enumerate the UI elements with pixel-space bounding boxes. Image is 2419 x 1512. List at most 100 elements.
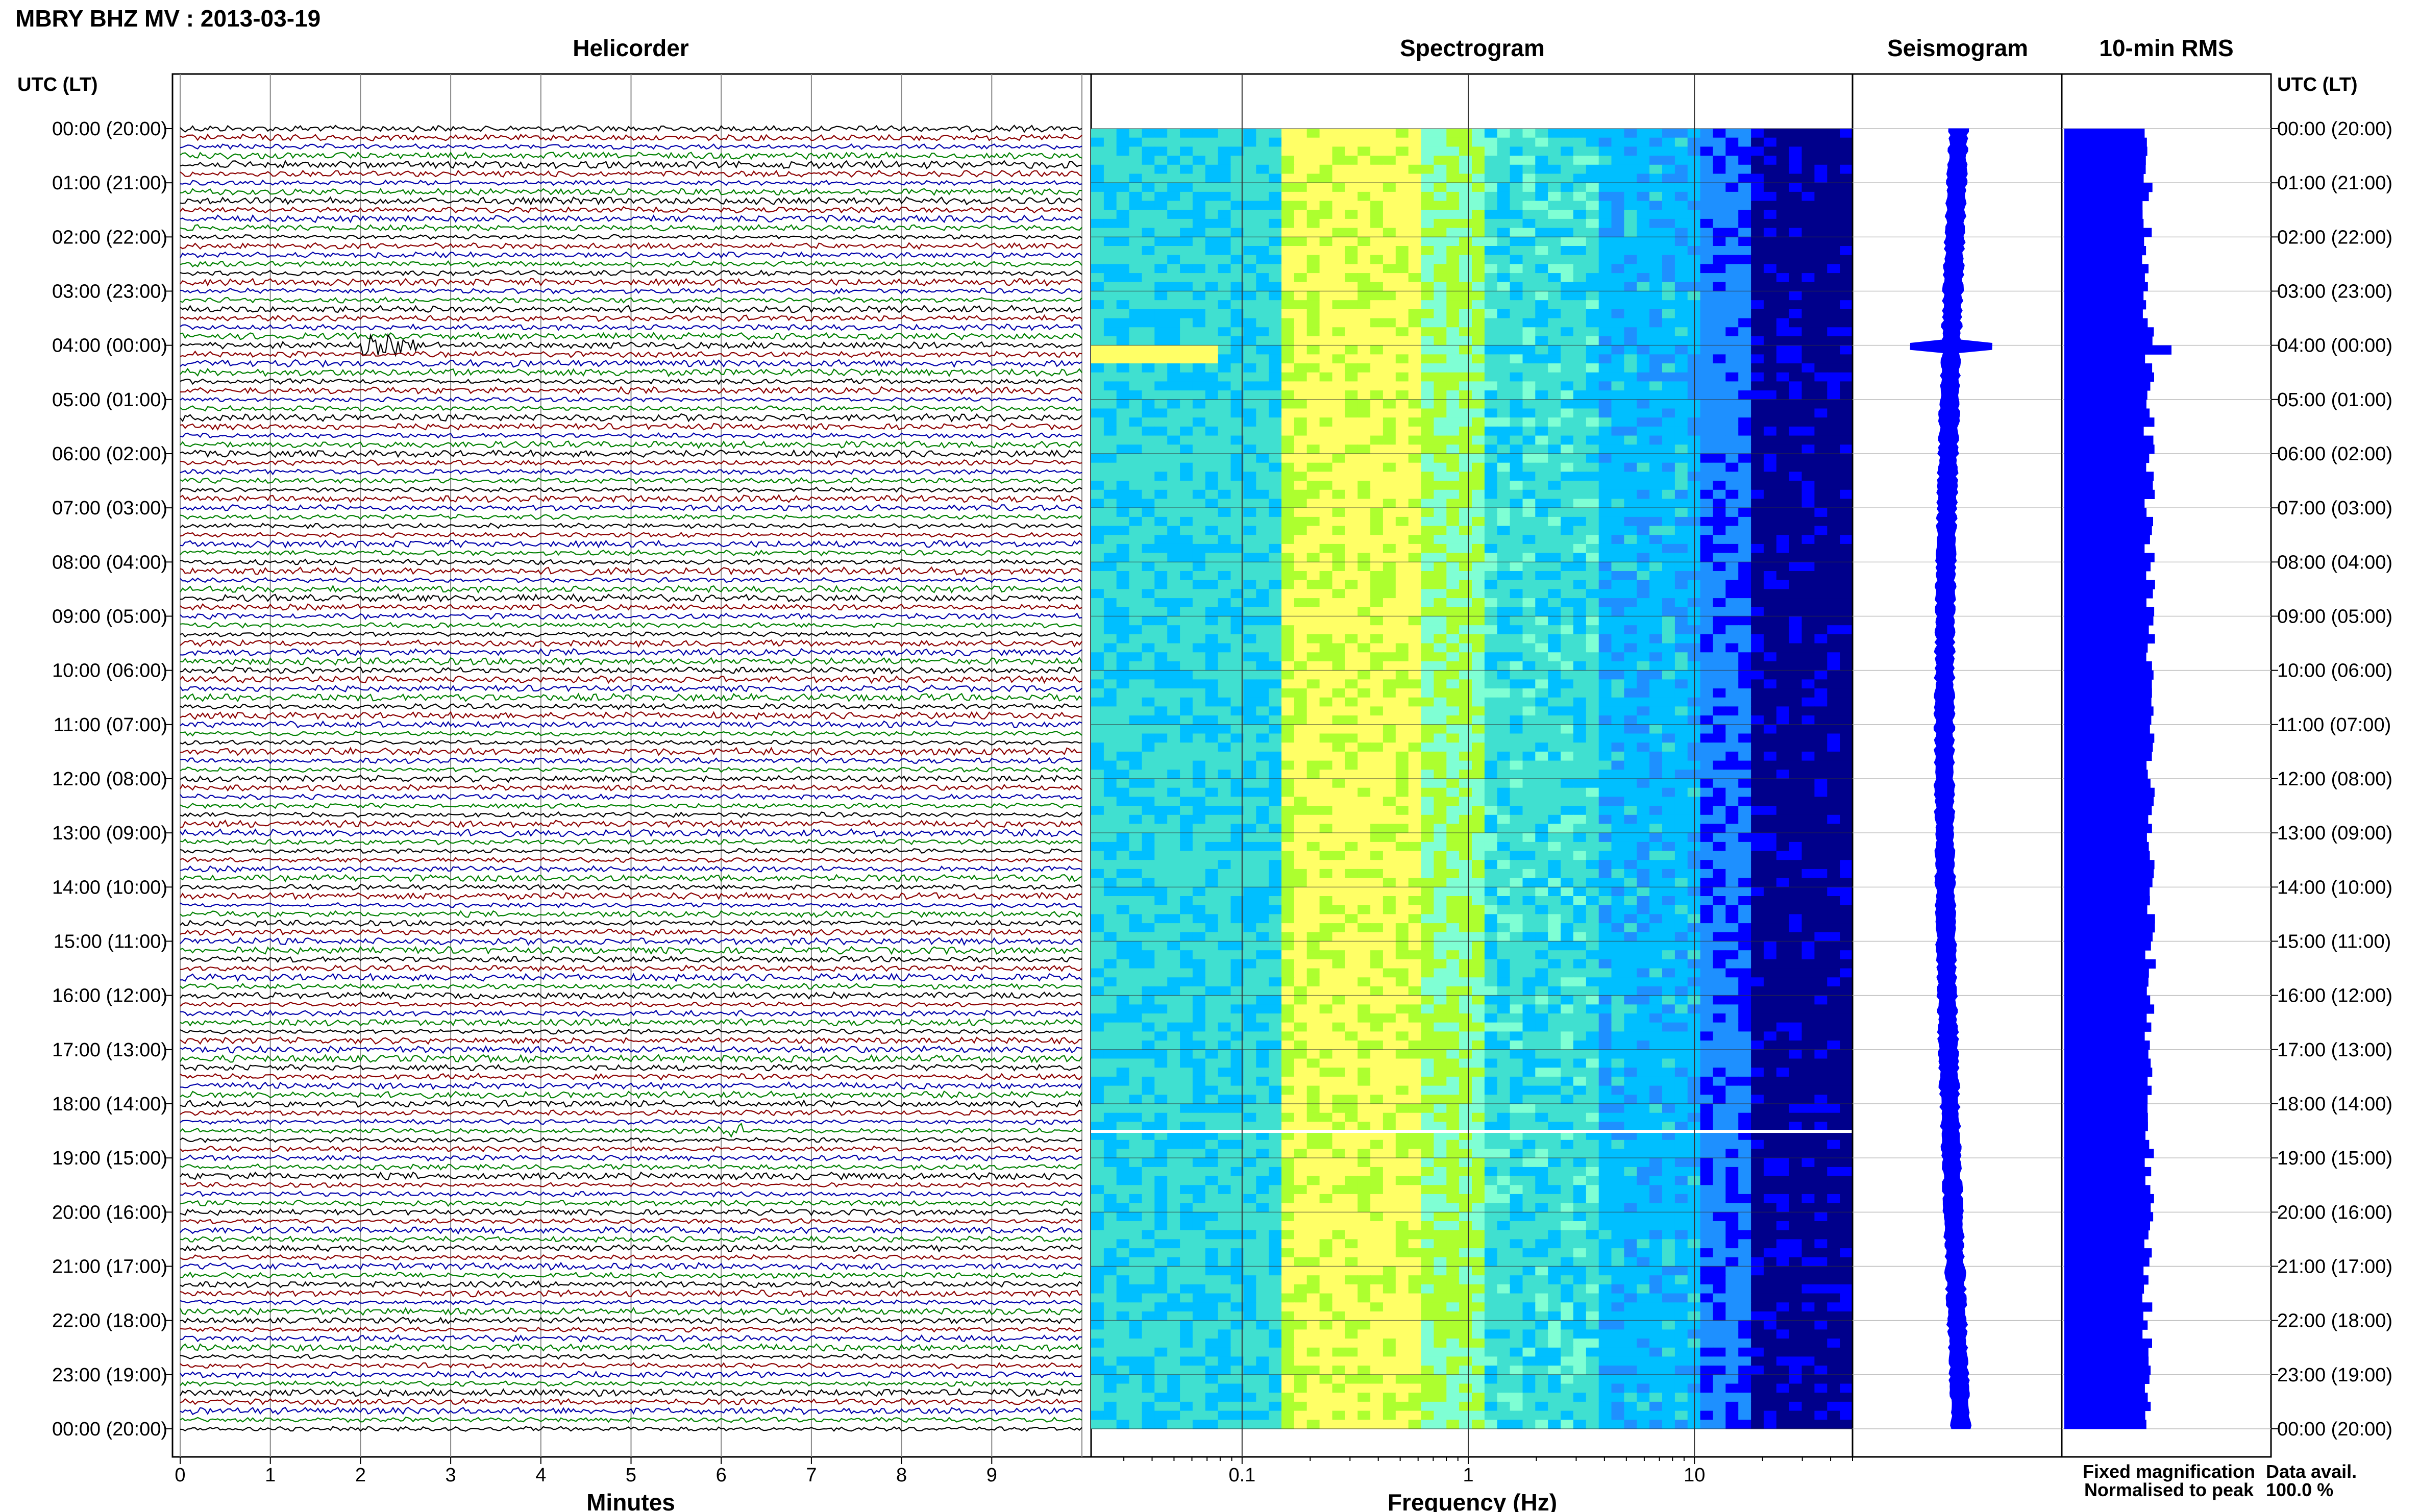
spectrogram-cell <box>1561 715 1574 725</box>
spectrogram-cell <box>1814 661 1828 671</box>
spectrogram-cell <box>1662 444 1675 454</box>
spectrogram-cell <box>1243 417 1257 427</box>
spectrogram-cell <box>1408 246 1422 256</box>
spectrogram-cell <box>1586 553 1599 562</box>
spectrogram-cell <box>1548 806 1561 815</box>
spectrogram-cell <box>1142 137 1155 147</box>
spectrogram-cell <box>1332 454 1346 463</box>
spectrogram-cell <box>1218 580 1231 589</box>
spectrogram-cell <box>1218 390 1231 400</box>
spectrogram-cell <box>1116 751 1130 761</box>
spectrogram-cell <box>1649 797 1663 806</box>
spectrogram-cell <box>1180 607 1193 617</box>
spectrogram-cell <box>1383 129 1396 138</box>
spectrogram-cell <box>1218 742 1231 752</box>
spectrogram-cell <box>1497 481 1511 490</box>
spectrogram-cell <box>1103 336 1117 346</box>
spectrogram-cell <box>1192 724 1206 734</box>
spectrogram-cell <box>1103 345 1117 355</box>
spectrogram-cell <box>1624 255 1638 264</box>
spectrogram-cell <box>1243 562 1257 572</box>
spectrogram-cell <box>1370 237 1384 246</box>
spectrogram-cell <box>1738 508 1751 517</box>
spectrogram-cell <box>1154 129 1168 138</box>
spectrogram-cell <box>1763 444 1777 454</box>
spectrogram-cell <box>1383 210 1396 219</box>
spectrogram-cell <box>1827 625 1840 635</box>
spectrogram-cell <box>1205 787 1219 797</box>
spectrogram-cell <box>1142 318 1155 328</box>
spectrogram-cell <box>1243 363 1257 373</box>
spectrogram-cell <box>1662 390 1675 400</box>
spectrogram-cell <box>1218 797 1231 806</box>
spectrogram-cell <box>1180 643 1193 653</box>
spectrogram-cell <box>1497 670 1511 680</box>
spectrogram-cell <box>1446 173 1460 183</box>
spectrogram-cell <box>1421 246 1435 256</box>
spectrogram-cell <box>1332 535 1346 544</box>
spectrogram-cell <box>1395 679 1409 689</box>
spectrogram-cell <box>1230 779 1244 788</box>
spectrogram-cell <box>1294 589 1307 599</box>
spectrogram-cell <box>1408 146 1422 156</box>
spectrogram-cell <box>1801 228 1815 237</box>
spectrogram-cell <box>1700 372 1714 382</box>
spectrogram-cell <box>1142 598 1155 608</box>
spectrogram-cell <box>1446 164 1460 175</box>
spectrogram-cell <box>1205 797 1219 806</box>
spectrogram-cell <box>1319 688 1333 698</box>
spectrogram-cell <box>1243 345 1257 355</box>
spectrogram-cell <box>1332 679 1346 689</box>
spectrogram-cell <box>1408 787 1422 797</box>
helicorder-trace <box>180 1191 1082 1198</box>
spectrogram-cell <box>1713 218 1726 229</box>
spectrogram-cell <box>1484 797 1498 806</box>
spectrogram-cell <box>1434 201 1447 210</box>
spectrogram-cell <box>1408 661 1422 671</box>
spectrogram-cell <box>1319 652 1333 662</box>
spectrogram-cell <box>1472 417 1485 427</box>
spectrogram-cell <box>1801 282 1815 292</box>
spectrogram-cell <box>1776 543 1790 554</box>
spectrogram-cell <box>1306 300 1320 310</box>
spectrogram-cell <box>1637 508 1650 517</box>
spectrogram-cell <box>1256 264 1269 274</box>
spectrogram-cell <box>1472 589 1485 599</box>
spectrogram-cell <box>1725 472 1739 481</box>
spectrogram-cell <box>1662 183 1675 192</box>
spectrogram-cell <box>1637 580 1650 589</box>
spectrogram-cell <box>1573 824 1587 833</box>
spectrogram-cell <box>1649 652 1663 662</box>
spectrogram-cell <box>1357 724 1371 734</box>
spectrogram-cell <box>1243 300 1257 310</box>
spectrogram-cell <box>1472 228 1485 237</box>
spectrogram-cell <box>1789 444 1803 454</box>
spectrogram-cell <box>1383 787 1396 797</box>
spectrogram-cell <box>1230 742 1244 752</box>
spectrogram-cell <box>1192 697 1206 707</box>
spectrogram-cell <box>1497 345 1511 355</box>
spectrogram-cell <box>1294 318 1307 328</box>
spectrogram-cell <box>1497 417 1511 427</box>
spectrogram-cell <box>1751 715 1764 725</box>
spectrogram-cell <box>1345 336 1358 346</box>
spectrogram-cell <box>1383 444 1396 454</box>
spectrogram-cell <box>1167 345 1180 355</box>
spectrogram-cell <box>1306 598 1320 608</box>
spectrogram-cell <box>1167 408 1180 418</box>
spectrogram-cell <box>1154 183 1168 192</box>
spectrogram-cell <box>1598 688 1612 698</box>
spectrogram-cell <box>1269 444 1282 454</box>
spectrogram-cell <box>1091 779 1104 788</box>
spectrogram-cell <box>1535 670 1548 680</box>
spectrogram-cell <box>1395 454 1409 463</box>
spectrogram-cell <box>1484 173 1498 183</box>
spectrogram-cell <box>1459 282 1472 292</box>
spectrogram-cell <box>1167 444 1180 454</box>
spectrogram-cell <box>1738 543 1751 554</box>
spectrogram-cell <box>1218 589 1231 599</box>
helicorder-trace <box>180 1018 1082 1027</box>
spectrogram-cell <box>1725 435 1739 445</box>
spectrogram-cell <box>1395 435 1409 445</box>
spectrogram-cell <box>1586 472 1599 481</box>
